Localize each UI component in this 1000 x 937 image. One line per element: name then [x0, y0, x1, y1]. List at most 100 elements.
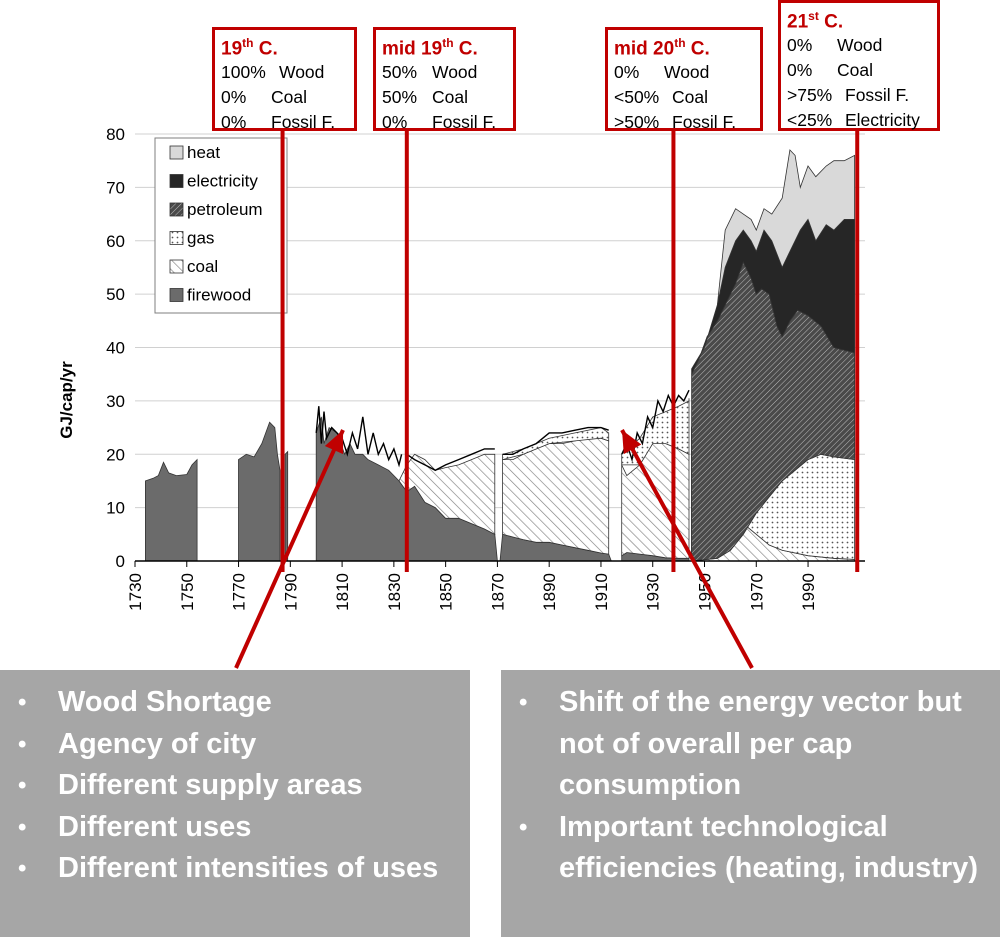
legend-label-coal: coal — [187, 257, 218, 276]
finding-bullet: Different intensities of uses — [10, 848, 460, 890]
total-consumption-line — [406, 448, 495, 472]
era-share-row: 0% Fossil F. — [382, 110, 507, 135]
era-share-row: 50% Coal — [382, 85, 507, 110]
era-share-source: Wood — [837, 35, 883, 56]
era-share-source: Fossil F. — [271, 112, 336, 133]
x-tick-label: 1910 — [592, 573, 611, 611]
era-annotation-box: 19th C. 100% Wood 0% Coal 0% Fossil F. — [212, 27, 357, 132]
total-consumption-line — [315, 406, 403, 468]
era-share-percent: <50% — [614, 87, 660, 108]
era-share-percent: 50% — [382, 62, 418, 83]
right-findings-box: Shift of the energy vector but not of ov… — [501, 670, 1000, 937]
era-share-row: >50% Fossil F. — [614, 110, 754, 135]
era-share-source: Coal — [432, 87, 468, 108]
left-findings-box: Wood ShortageAgency of cityDifferent sup… — [0, 670, 470, 937]
era-share-percent: <25% — [787, 110, 833, 131]
y-tick-label: 80 — [106, 125, 125, 144]
era-share-row: 0% Wood — [787, 33, 931, 58]
era-share-source: Fossil F. — [845, 85, 910, 106]
era-share-percent: 100% — [221, 62, 266, 83]
legend-label-firewood: firewood — [187, 286, 251, 305]
callout-arrow-head — [622, 430, 642, 455]
axes: 0 10 20 30 40 50 60 70 80 1730 1750 1770 1790 1810 183… — [106, 125, 865, 611]
legend-swatch-gas — [169, 231, 184, 245]
era-share-percent: >75% — [787, 85, 833, 106]
era-share-percent: >50% — [614, 112, 660, 133]
left-findings-list: Wood ShortageAgency of cityDifferent sup… — [10, 682, 460, 890]
era-annotation-title: mid 19th C. — [382, 32, 507, 60]
era-share-source: Wood — [279, 62, 325, 83]
era-share-percent: 0% — [787, 35, 813, 56]
legend-swatch-coal — [169, 259, 184, 274]
y-tick-label: 10 — [106, 499, 125, 518]
y-tick-label: 40 — [106, 339, 125, 358]
era-share-percent: 0% — [382, 112, 408, 133]
era-share-percent: 0% — [221, 112, 247, 133]
legend: heat electricity petroleum gas coal firewood — [154, 137, 288, 314]
era-share-row: >75% Fossil F. — [787, 83, 931, 108]
era-share-row: 0% Wood — [614, 60, 754, 85]
legend-swatch-heat — [169, 145, 184, 160]
finding-bullet: Shift of the energy vector but not of ov… — [511, 682, 990, 807]
x-tick-label: 1950 — [696, 573, 715, 611]
legend-swatch-electricity — [169, 174, 184, 188]
x-tick-label: 1790 — [281, 573, 300, 611]
era-title-main: mid 20 — [614, 38, 675, 60]
era-share-percent: 0% — [787, 60, 813, 81]
finding-bullet: Important technological efficiencies (he… — [511, 807, 990, 890]
y-tick-label: 50 — [106, 285, 125, 304]
x-tick-label: 1750 — [178, 573, 197, 611]
era-title-rest: C. — [685, 38, 710, 60]
area-firewood — [238, 421, 281, 562]
era-share-percent: 0% — [614, 62, 640, 83]
y-tick-label: 70 — [106, 178, 125, 197]
total-consumption-line — [502, 426, 609, 455]
y-tick-label: 30 — [106, 392, 125, 411]
finding-bullet: Agency of city — [10, 724, 460, 766]
legend-frame — [154, 137, 288, 314]
y-axis-label: GJ/cap/yr — [57, 361, 76, 439]
finding-bullet: Different uses — [10, 807, 460, 849]
stacked-areas — [145, 149, 855, 562]
era-title-main: 21 — [787, 11, 809, 33]
era-share-source: Coal — [271, 87, 307, 108]
era-title-sup: th — [674, 36, 686, 50]
era-share-row: 0% Fossil F. — [221, 110, 348, 135]
era-share-source: Coal — [837, 60, 873, 81]
legend-label-electricity: electricity — [187, 172, 258, 191]
era-title-rest: C. — [453, 38, 478, 60]
era-title-main: mid 19 — [382, 38, 443, 60]
legend-swatch-firewood — [169, 288, 184, 302]
callout-arrow-shaft — [620, 429, 754, 669]
era-share-row: 0% Coal — [221, 85, 348, 110]
era-share-row: <25% Electricity — [787, 108, 931, 133]
era-share-percent: 0% — [221, 87, 247, 108]
era-share-source: Fossil F. — [672, 112, 737, 133]
y-tick-label: 20 — [106, 445, 125, 464]
finding-bullet: Wood Shortage — [10, 682, 460, 724]
era-share-percent: 50% — [382, 87, 418, 108]
era-share-row: 0% Coal — [787, 58, 931, 83]
era-share-row: 100% Wood — [221, 60, 348, 85]
era-share-row: <50% Coal — [614, 85, 754, 110]
x-tick-label: 1870 — [488, 573, 507, 611]
era-annotation-box: mid 19th C. 50% Wood 50% Coal 0% Fossil F. — [373, 27, 516, 132]
total-outline — [315, 389, 690, 472]
era-annotation-title: 21st C. — [787, 5, 931, 33]
era-share-row: 50% Wood — [382, 60, 507, 85]
era-title-sup: st — [808, 9, 819, 23]
legend-label-gas: gas — [187, 229, 214, 248]
x-tick-label: 1890 — [540, 573, 559, 611]
area-firewood — [145, 458, 198, 562]
era-share-source: Fossil F. — [432, 112, 497, 133]
x-tick-label: 1770 — [230, 573, 249, 611]
era-share-source: Coal — [672, 87, 708, 108]
legend-swatch-petroleum — [169, 202, 184, 217]
x-tick-label: 1830 — [385, 573, 404, 611]
y-tick-label: 0 — [116, 552, 125, 571]
total-consumption-line — [621, 389, 690, 463]
x-tick-label: 1990 — [799, 573, 818, 611]
right-findings-list: Shift of the energy vector but not of ov… — [511, 682, 990, 890]
x-tick-label: 1850 — [437, 573, 456, 611]
